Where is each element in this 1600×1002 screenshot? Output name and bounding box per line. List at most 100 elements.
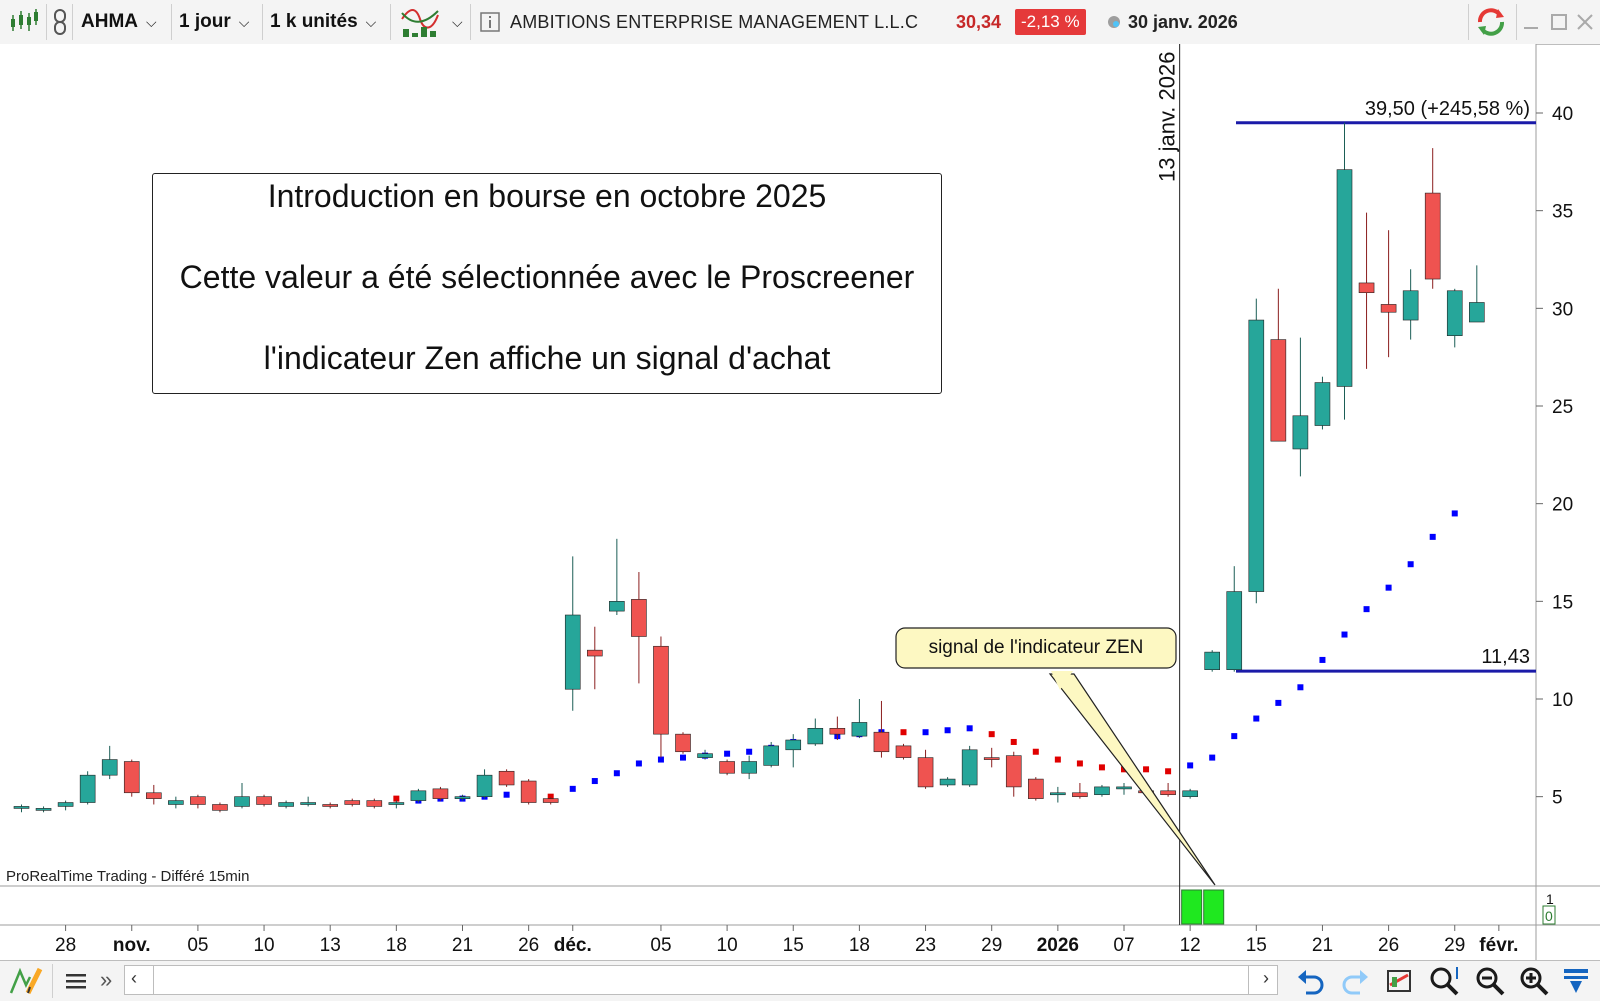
candle[interactable] <box>631 572 647 684</box>
candle[interactable] <box>1116 782 1132 795</box>
candle[interactable] <box>697 749 713 760</box>
candle[interactable] <box>807 718 824 746</box>
candle[interactable] <box>1094 784 1110 797</box>
indicators-button[interactable]: ⌵ <box>400 0 463 44</box>
candle[interactable] <box>123 759 140 797</box>
candle[interactable] <box>344 798 361 807</box>
candle[interactable] <box>1226 566 1243 672</box>
candle[interactable] <box>1182 788 1198 799</box>
link-icon[interactable] <box>52 0 68 44</box>
redo-icon[interactable] <box>1340 967 1370 1000</box>
x-tick-label: 28 <box>55 935 76 956</box>
candle[interactable] <box>741 755 757 780</box>
candle[interactable] <box>278 800 294 809</box>
candle[interactable] <box>917 749 934 789</box>
minimize-icon[interactable] <box>1522 0 1540 44</box>
candle[interactable] <box>1469 265 1485 323</box>
candle[interactable] <box>1005 751 1022 797</box>
candle[interactable] <box>388 800 405 809</box>
candle[interactable] <box>410 788 427 803</box>
chart-settings-icon[interactable] <box>1384 965 1416 1002</box>
double-chevron-right-icon[interactable]: » <box>100 967 113 992</box>
candle[interactable] <box>498 769 515 787</box>
candle[interactable] <box>300 796 316 807</box>
horizontal-scrollbar[interactable]: ‹ › <box>124 965 1278 995</box>
candle[interactable] <box>1358 212 1375 369</box>
y-tick-label: 5 <box>1552 788 1563 809</box>
candle[interactable] <box>961 745 978 787</box>
candle[interactable] <box>322 802 339 809</box>
candle[interactable] <box>234 782 250 809</box>
signal-bar[interactable] <box>1203 889 1225 925</box>
refresh-icon[interactable] <box>1474 0 1508 44</box>
info-icon[interactable] <box>480 0 500 44</box>
candle-body <box>101 759 118 776</box>
candle[interactable] <box>939 777 956 787</box>
candle[interactable] <box>785 734 802 768</box>
candle[interactable] <box>476 769 493 799</box>
candle[interactable] <box>1446 288 1463 348</box>
indicator-dot <box>680 754 686 761</box>
candle[interactable] <box>168 796 184 809</box>
candle[interactable] <box>1270 288 1287 442</box>
undo-icon[interactable] <box>1296 967 1326 1000</box>
candle[interactable] <box>101 745 118 780</box>
candle[interactable] <box>895 743 912 760</box>
candle[interactable] <box>564 556 581 711</box>
menu-icon[interactable] <box>64 969 88 998</box>
candle[interactable] <box>432 786 449 801</box>
candle[interactable] <box>675 732 691 754</box>
scroll-to-end-icon[interactable] <box>1562 967 1592 1000</box>
candle[interactable] <box>79 771 96 805</box>
signal-value-box <box>1542 905 1556 925</box>
maximize-icon[interactable] <box>1550 0 1568 44</box>
candle[interactable] <box>1072 782 1088 799</box>
signal-bar[interactable] <box>1181 889 1203 925</box>
timeframe-selector[interactable]: 1 jour ⌵ <box>179 0 249 44</box>
candle[interactable] <box>1424 148 1441 289</box>
candle[interactable] <box>763 741 780 768</box>
symbol-selector[interactable]: AHMA ⌵ <box>81 0 157 44</box>
candle[interactable] <box>190 794 206 809</box>
zoom-in-icon[interactable] <box>1518 965 1550 1002</box>
candle[interactable] <box>35 806 52 813</box>
candle[interactable] <box>829 716 846 741</box>
candle[interactable] <box>1028 777 1044 801</box>
candle[interactable] <box>1160 782 1176 797</box>
drawing-tools-icon[interactable] <box>8 965 44 1002</box>
candlestick-chart-icon[interactable] <box>8 0 40 44</box>
candle[interactable] <box>586 626 603 690</box>
candle[interactable] <box>256 794 272 807</box>
candle[interactable] <box>520 779 537 805</box>
x-tick-label: 13 <box>320 935 341 956</box>
candle[interactable] <box>1204 650 1220 672</box>
candle[interactable] <box>1050 786 1066 803</box>
scroll-left-icon[interactable]: ‹ <box>131 968 137 988</box>
candle[interactable] <box>146 784 162 805</box>
candle[interactable] <box>1314 376 1331 430</box>
candle[interactable] <box>366 798 383 809</box>
candle[interactable] <box>1380 230 1397 358</box>
candle[interactable] <box>851 699 868 739</box>
scroll-right-icon[interactable]: › <box>1263 968 1269 988</box>
candle[interactable] <box>873 700 890 758</box>
candle[interactable] <box>13 804 30 813</box>
candle[interactable] <box>1402 269 1419 340</box>
units-selector[interactable]: 1 k unités ⌵ <box>270 0 376 44</box>
zoom-out-icon[interactable] <box>1474 965 1506 1002</box>
indicator-dot <box>944 727 951 734</box>
zoom-fit-icon[interactable] <box>1428 965 1462 1002</box>
candle[interactable] <box>1248 298 1265 604</box>
candle[interactable] <box>57 800 74 811</box>
candle[interactable] <box>609 538 625 616</box>
candle[interactable] <box>1336 122 1353 420</box>
candle[interactable] <box>542 796 559 805</box>
candle[interactable] <box>454 794 471 801</box>
candle[interactable] <box>1292 337 1309 477</box>
candle[interactable] <box>983 747 1000 768</box>
close-icon[interactable] <box>1576 0 1594 44</box>
candle-body <box>961 749 978 786</box>
candle[interactable] <box>653 636 669 758</box>
candle[interactable] <box>212 802 228 813</box>
candle[interactable] <box>719 759 735 776</box>
